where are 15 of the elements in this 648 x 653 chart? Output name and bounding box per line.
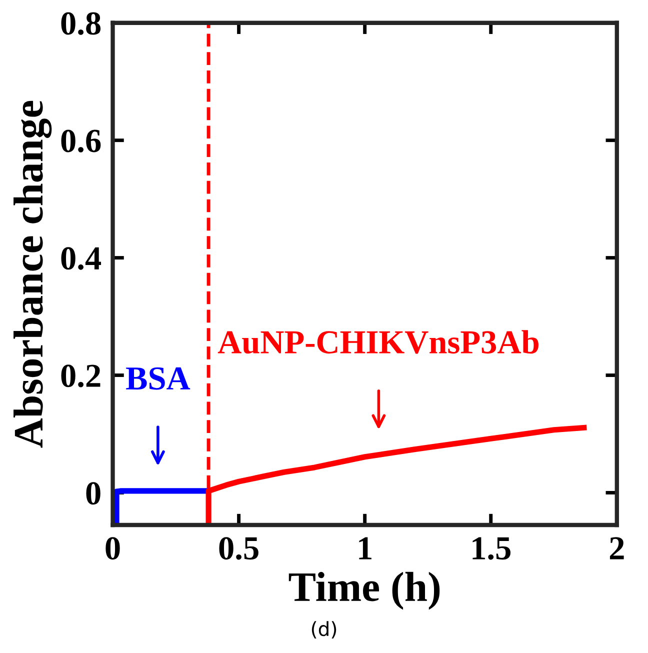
y-tick-label: 0.6: [61, 130, 101, 152]
x-tick-label: 2: [610, 537, 624, 560]
y-tick-label: 0.4: [61, 247, 102, 270]
text: (d): [312, 621, 336, 638]
y-tick-label: 0: [86, 482, 100, 505]
x-tick-label: 1: [359, 537, 372, 560]
annotation: AuNP-CHIKVnsP3Ab: [218, 330, 538, 354]
y-tick-label: 0.8: [61, 12, 101, 35]
annotation: BSA: [126, 367, 190, 390]
x-axis-title: Time (h): [288, 572, 440, 610]
x-tick-label: 0.5: [219, 537, 258, 560]
x-tick-label: 1.5: [472, 537, 510, 560]
x-tick-label: 0: [106, 537, 120, 560]
y-axis-title: Absorbance change: [14, 100, 52, 448]
y-tick-label: 0.2: [61, 364, 100, 388]
